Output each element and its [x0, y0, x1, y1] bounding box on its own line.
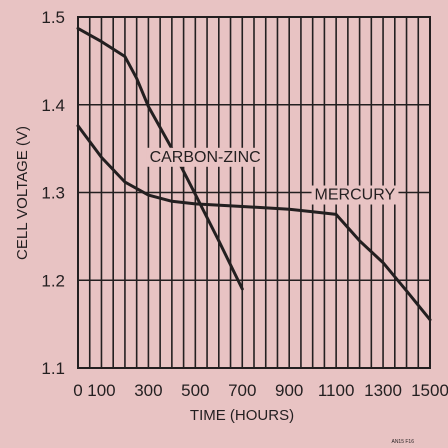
y-tick-label: 1.1 — [41, 359, 65, 378]
x-tick-label: 500 — [181, 381, 209, 400]
y-tick-label: 1.3 — [41, 184, 65, 203]
x-tick-label: 300 — [134, 381, 162, 400]
series-label-backgrounds — [146, 147, 399, 205]
x-tick-label: 100 — [87, 381, 115, 400]
y-tick-label: 1.2 — [41, 271, 65, 290]
y-tick-label: 1.5 — [41, 8, 65, 27]
x-tick-label: 1100 — [318, 381, 355, 400]
series-line-mercury — [76, 124, 432, 322]
curves — [76, 26, 432, 322]
mercury-label-background — [311, 185, 399, 205]
figure-code: AN15 F16 — [391, 439, 414, 445]
x-tick-label: 1500 — [411, 381, 448, 400]
x-tick-label: 0 — [73, 381, 82, 400]
x-tick-label: 900 — [275, 381, 303, 400]
carbon-label-background — [146, 147, 264, 167]
series-label-carbon-zinc: CARBON-ZINC — [150, 149, 261, 166]
y-axis-label: CELL VOLTAGE (V) — [14, 126, 31, 260]
x-tick-labels: 0 100 300 500 700 900 1100 1300 1500 — [73, 381, 448, 400]
plot-frame — [77, 16, 431, 369]
x-tick-label: 1300 — [364, 381, 402, 400]
y-tick-label: 1.4 — [41, 96, 65, 115]
series-label-mercury: MERCURY — [315, 187, 396, 204]
y-tick-labels: 1.1 1.2 1.3 1.4 1.5 — [41, 8, 65, 378]
series-line-carbon-zinc — [76, 26, 244, 291]
x-tick-label: 700 — [228, 381, 256, 400]
x-axis-label: TIME (HOURS) — [190, 407, 294, 424]
